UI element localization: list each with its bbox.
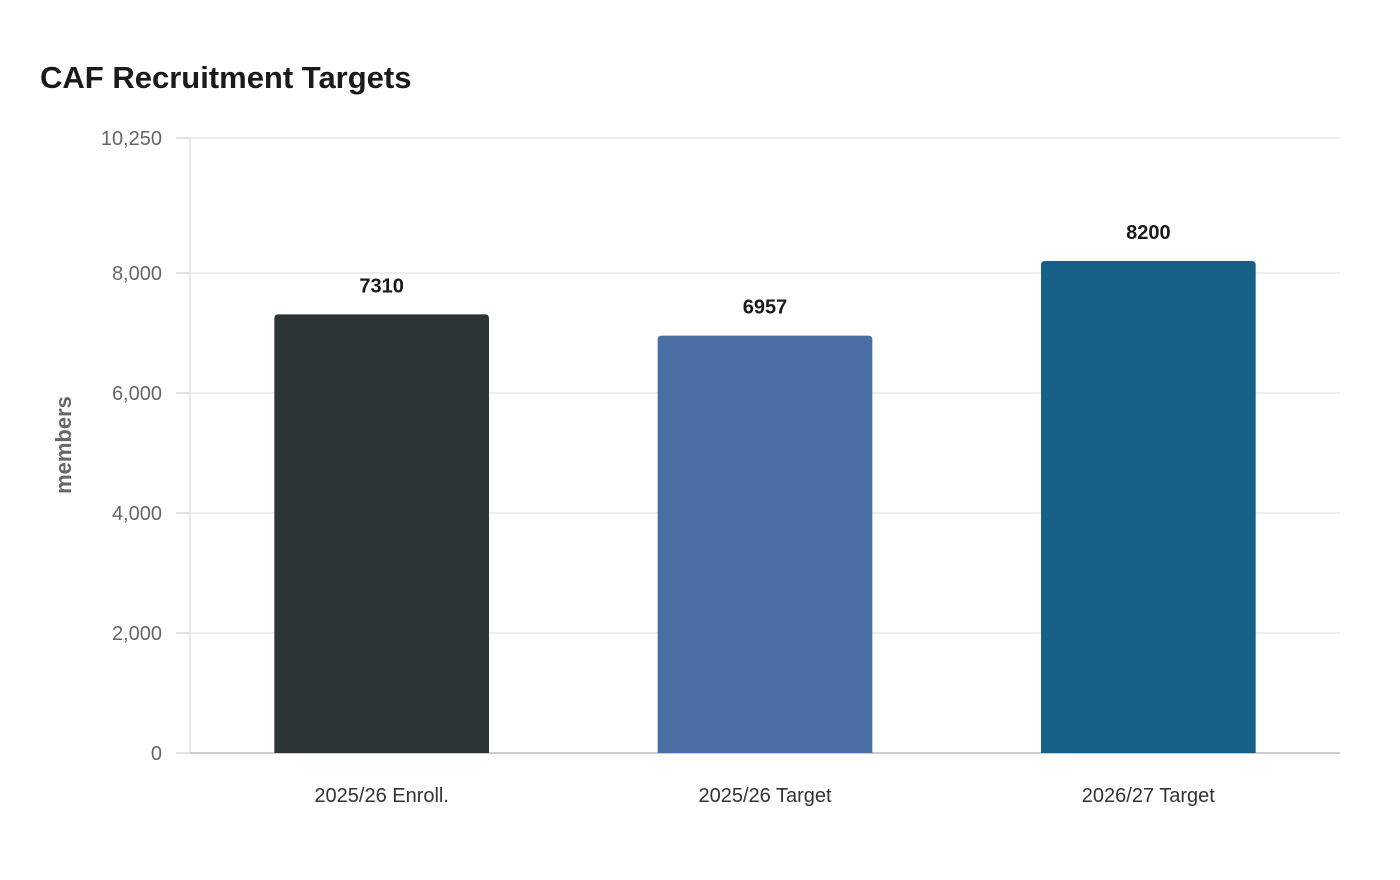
- labels: 7310 2025/26 Enroll. 6957 2025/26 Target 820…: [314, 222, 1215, 807]
- y-tick-label: 4,000: [112, 503, 162, 525]
- y-axis-ticks: 0 2,000 4,000 6,000 8,000 10,250: [101, 128, 190, 765]
- y-tick-label: 6,000: [112, 383, 162, 405]
- x-category-label: 2025/26 Target: [698, 785, 832, 807]
- x-category-label: 2025/26 Enroll.: [314, 785, 449, 807]
- bars: [274, 261, 1256, 753]
- y-tick-label: 0: [151, 743, 162, 765]
- bar-value-label: 6957: [743, 297, 788, 319]
- bar: [274, 314, 489, 753]
- bar-value-label: 8200: [1126, 222, 1171, 244]
- y-tick-label: 2,000: [112, 623, 162, 645]
- y-axis-title: members: [51, 396, 76, 494]
- bar: [657, 335, 873, 753]
- chart-title: CAF Recruitment Targets: [40, 60, 412, 95]
- x-category-label: 2026/27 Target: [1082, 785, 1216, 807]
- bar: [1041, 261, 1256, 753]
- bar-value-label: 7310: [359, 275, 404, 297]
- y-tick-label: 8,000: [112, 263, 162, 285]
- y-tick-label: 10,250: [101, 128, 162, 150]
